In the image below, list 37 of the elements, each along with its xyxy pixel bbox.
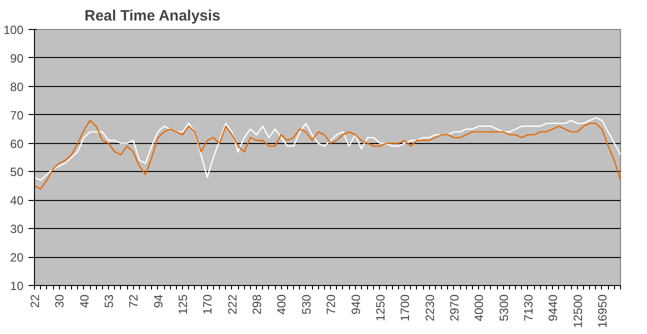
y-tick-label: 70: [10, 108, 24, 122]
x-tick-label: 9440: [546, 294, 560, 322]
x-tick-label: 940: [348, 294, 363, 315]
x-tick-label: 5300: [496, 294, 511, 322]
x-tick-label: 530: [299, 294, 314, 315]
x-tick-label: 2230: [422, 294, 437, 322]
x-tick-label: 7130: [521, 294, 536, 322]
y-tick-label: 10: [10, 279, 24, 293]
y-tick-label: 20: [10, 250, 24, 265]
x-tick-label: 72: [126, 294, 141, 308]
x-tick-label: 1250: [373, 294, 388, 322]
x-tick-label: 30: [52, 294, 67, 308]
chart-title: Real Time Analysis: [84, 8, 220, 24]
x-tick-label: 720: [324, 294, 338, 315]
x-tick-label: 53: [102, 294, 116, 308]
y-tick-label: 50: [10, 165, 24, 180]
x-tick-label: 40: [77, 294, 92, 308]
x-tick-label: 222: [225, 294, 240, 315]
line-series: [34, 120, 620, 190]
x-tick-label: 2970: [447, 294, 462, 322]
x-tick-label: 12500: [570, 294, 585, 328]
x-tick-label: 4000: [472, 294, 486, 322]
x-tick-label: 22: [28, 294, 42, 308]
x-tick-label: 125: [176, 294, 190, 315]
x-tick-label: 94: [151, 294, 166, 308]
y-tick-label: 100: [3, 23, 24, 37]
y-tick-label: 90: [10, 51, 24, 66]
y-tick-label: 30: [10, 222, 24, 236]
y-tick-label: 80: [10, 80, 24, 94]
x-tick-label: 298: [250, 294, 264, 315]
line-series: [34, 117, 620, 181]
x-tick-label: 170: [200, 294, 215, 315]
x-tick-label: 16950: [595, 294, 610, 328]
y-tick-label: 60: [10, 136, 24, 151]
x-tick-label: 1700: [398, 294, 412, 322]
y-tick-label: 40: [10, 194, 24, 208]
x-tick-label: 400: [274, 294, 289, 315]
